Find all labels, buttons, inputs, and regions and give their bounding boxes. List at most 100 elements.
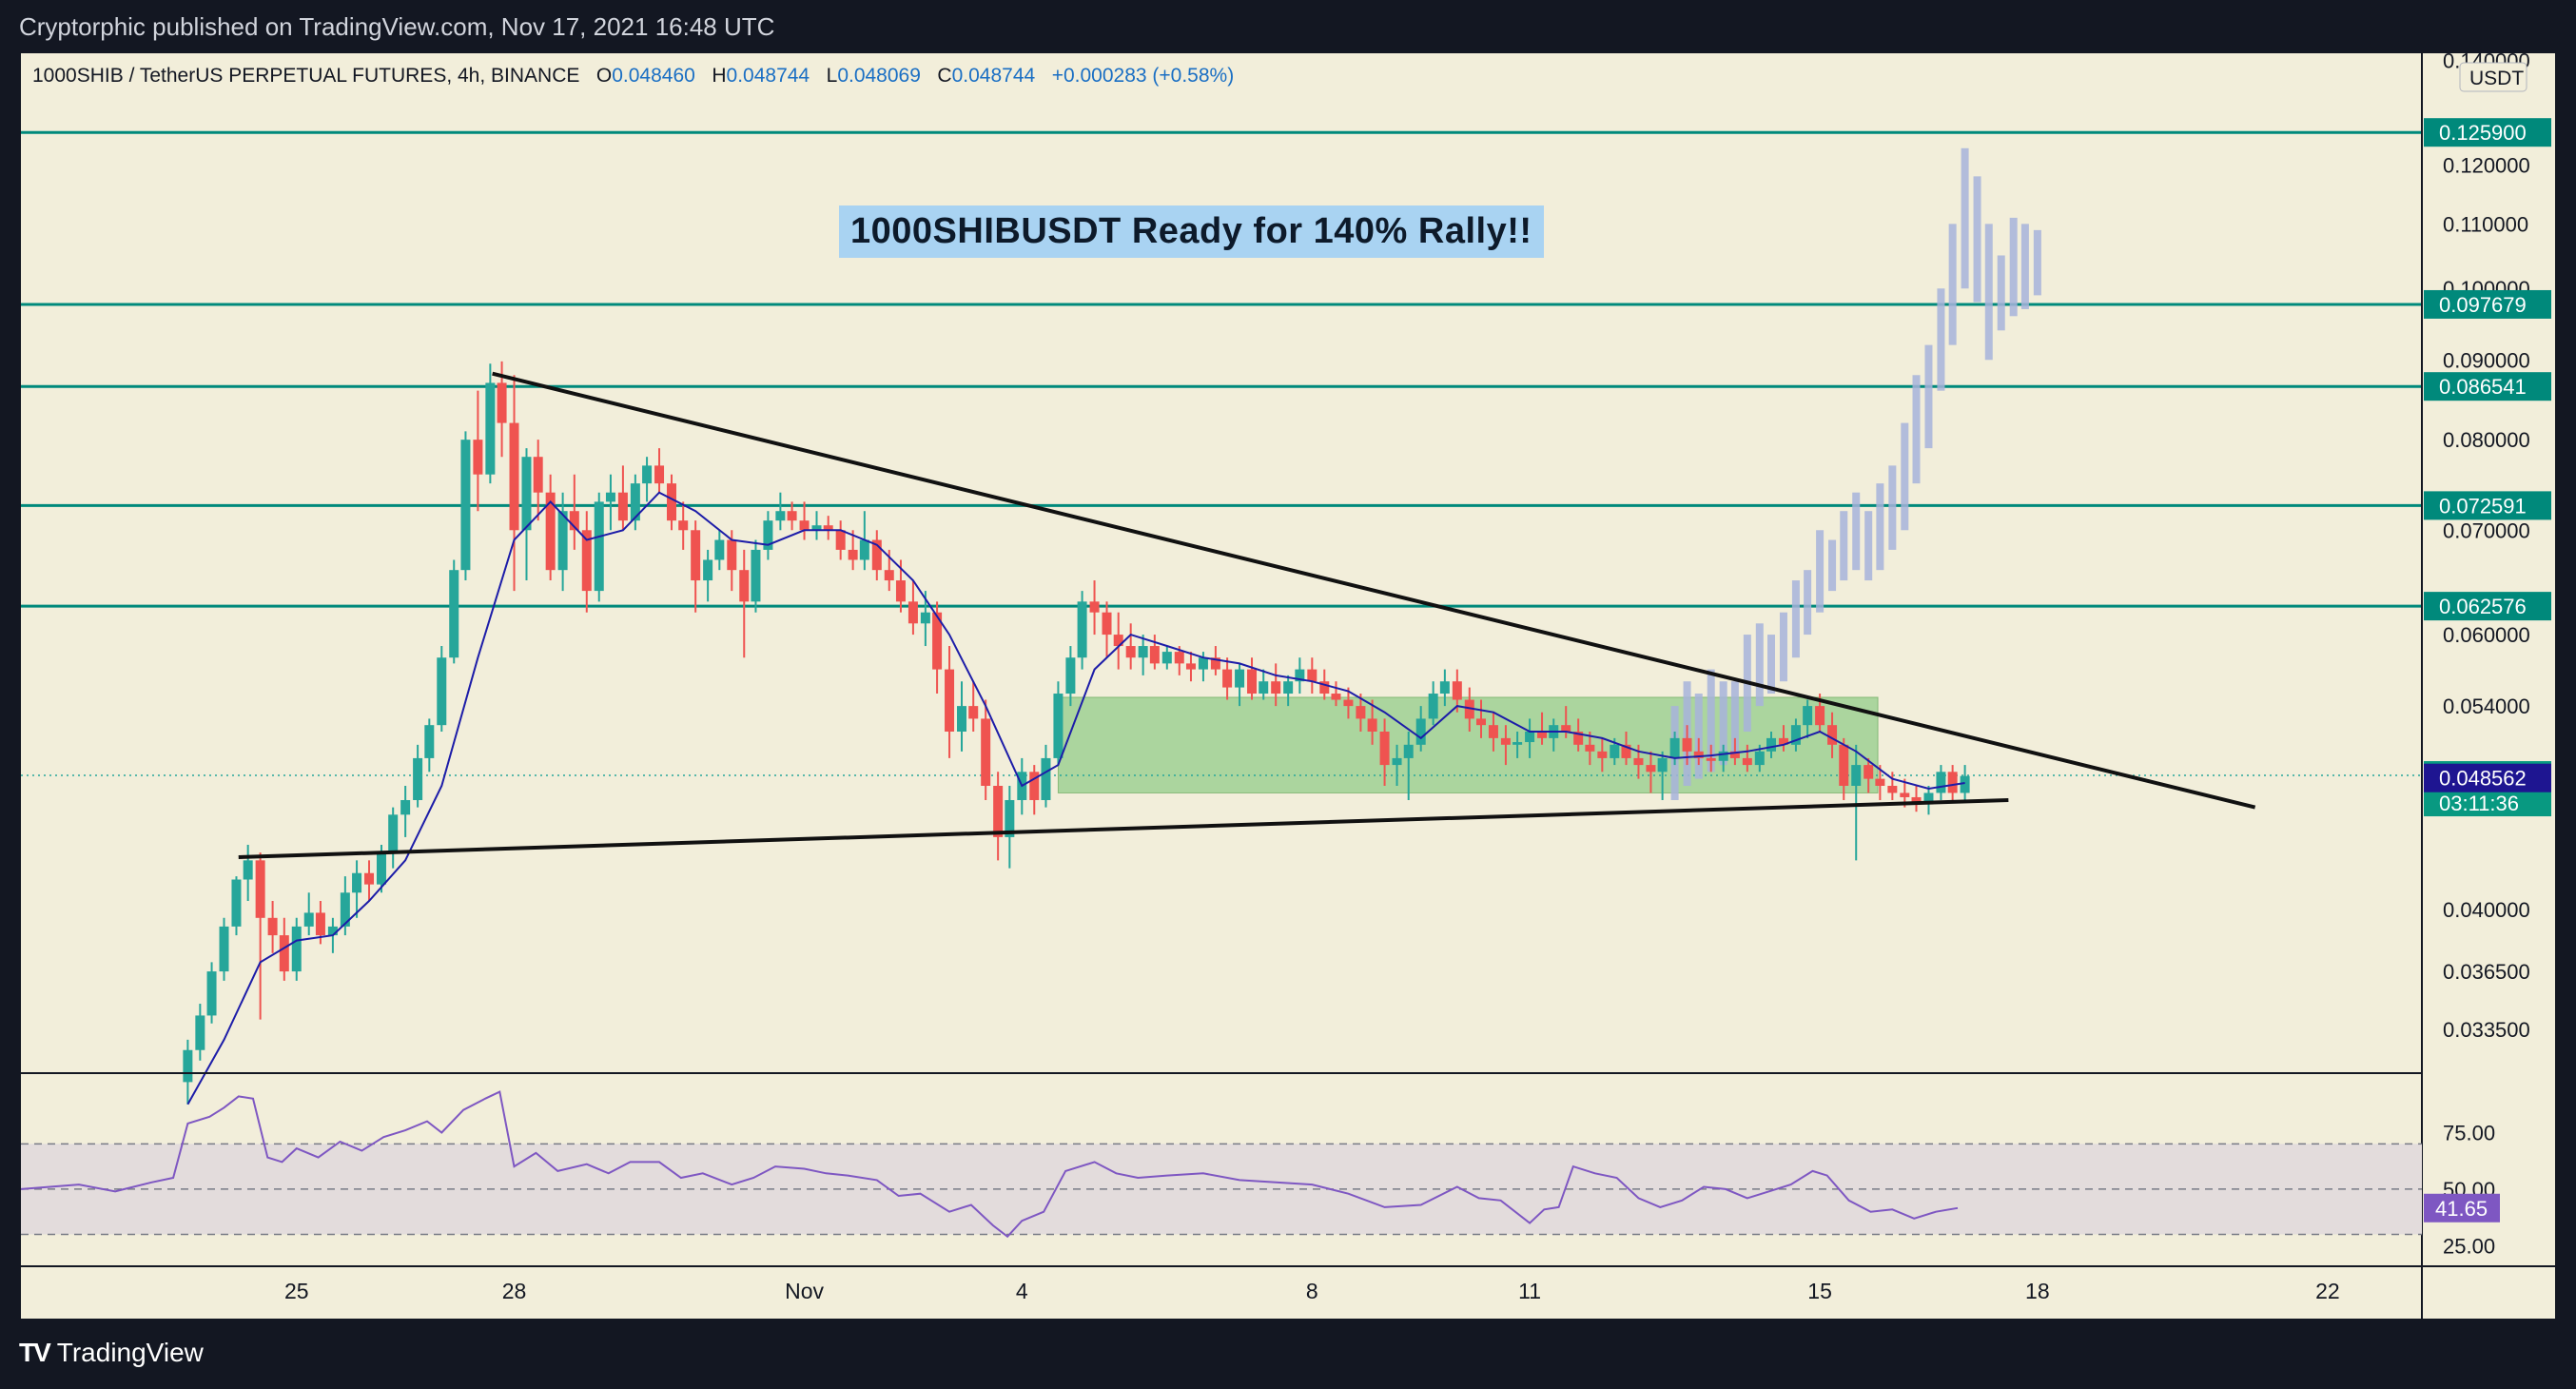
candle-body[interactable] <box>859 539 869 560</box>
candle-body[interactable] <box>183 1049 193 1083</box>
candle-body[interactable] <box>763 520 773 550</box>
trendline-upper[interactable] <box>492 371 2256 810</box>
candle-body[interactable] <box>557 511 568 571</box>
chart-svg[interactable]: 0.1400000.1200000.1100000.1000000.090000… <box>21 53 2555 1319</box>
candle-body[interactable] <box>581 530 592 592</box>
candle-body[interactable] <box>1319 681 1330 694</box>
candle-body[interactable] <box>388 814 399 853</box>
candle-body[interactable] <box>449 570 459 658</box>
candle-body[interactable] <box>617 492 628 521</box>
candle-body[interactable] <box>1089 601 1100 613</box>
candle-body[interactable] <box>1923 792 1934 804</box>
candle-body[interactable] <box>1500 737 1511 745</box>
candle-body[interactable] <box>364 872 375 885</box>
price-axis[interactable] <box>2422 53 2555 1319</box>
candle-body[interactable] <box>1766 737 1777 752</box>
candle-body[interactable] <box>1790 725 1801 745</box>
candle-body[interactable] <box>1947 772 1958 793</box>
symbol-name[interactable]: 1000SHIB / TetherUS PERPETUAL FUTURES, 4… <box>32 65 580 87</box>
candle-body[interactable] <box>1415 718 1426 745</box>
candle-body[interactable] <box>1392 757 1402 766</box>
candle-body[interactable] <box>799 520 810 531</box>
candle-body[interactable] <box>968 706 979 719</box>
candle-body[interactable] <box>1235 669 1245 688</box>
candle-body[interactable] <box>1452 681 1462 700</box>
candle-body[interactable] <box>352 872 362 893</box>
currency-badge[interactable] <box>2459 62 2527 92</box>
candle-body[interactable] <box>1778 737 1788 745</box>
candle-body[interactable] <box>1185 663 1196 670</box>
candle-body[interactable] <box>835 530 846 550</box>
candle-body[interactable] <box>1610 744 1620 758</box>
candle-body[interactable] <box>920 612 930 624</box>
candle-body[interactable] <box>1259 681 1269 694</box>
candle-body[interactable] <box>243 860 253 880</box>
candle-body[interactable] <box>1403 744 1414 758</box>
candle-body[interactable] <box>1041 757 1051 800</box>
candle-body[interactable] <box>678 520 689 531</box>
price-level-tag[interactable] <box>2424 491 2551 520</box>
candle-body[interactable] <box>1754 751 1765 766</box>
candle-body[interactable] <box>400 799 411 815</box>
candle-body[interactable] <box>1125 646 1136 658</box>
candle-body[interactable] <box>291 926 302 972</box>
candle-body[interactable] <box>1198 657 1208 670</box>
candle-body[interactable] <box>848 549 858 560</box>
candle-body[interactable] <box>907 601 918 624</box>
candle-body[interactable] <box>1900 792 1910 797</box>
candle-body[interactable] <box>1428 694 1438 719</box>
candle-body[interactable] <box>1367 718 1377 732</box>
candle-body[interactable] <box>1488 725 1498 738</box>
chart-panel[interactable]: 0.1400000.1200000.1100000.1000000.090000… <box>21 53 2555 1319</box>
candle-body[interactable] <box>884 570 894 581</box>
candle-body[interactable] <box>255 860 265 918</box>
candle-body[interactable] <box>1161 652 1172 664</box>
candle-body[interactable] <box>1693 751 1704 758</box>
candle-body[interactable] <box>1512 742 1523 745</box>
candle-body[interactable] <box>1029 772 1040 800</box>
candle-body[interactable] <box>1706 757 1716 761</box>
candle-body[interactable] <box>666 483 676 521</box>
candle-body[interactable] <box>545 492 556 571</box>
candle-body[interactable] <box>1053 694 1064 758</box>
trendline-lower[interactable] <box>238 797 2009 860</box>
candle-body[interactable] <box>739 570 750 602</box>
candle-body[interactable] <box>327 926 338 936</box>
candle-body[interactable] <box>1295 669 1305 682</box>
candle-body[interactable] <box>195 1015 205 1050</box>
candle-body[interactable] <box>460 440 471 571</box>
candle-body[interactable] <box>1271 681 1281 694</box>
candle-body[interactable] <box>1307 669 1317 682</box>
candle-body[interactable] <box>1247 669 1258 694</box>
candle-body[interactable] <box>473 440 483 475</box>
candle-body[interactable] <box>219 926 229 972</box>
candle-body[interactable] <box>714 539 725 560</box>
candle-body[interactable] <box>424 725 435 758</box>
candle-body[interactable] <box>206 971 217 1016</box>
candle-body[interactable] <box>1887 785 1898 793</box>
candle-body[interactable] <box>1475 718 1486 726</box>
candle-body[interactable] <box>485 382 496 475</box>
candle-body[interactable] <box>1065 657 1076 694</box>
candle-body[interactable] <box>1102 612 1112 636</box>
alert-price-tag[interactable] <box>2424 763 2551 792</box>
candle-body[interactable] <box>1621 744 1631 758</box>
candle-body[interactable] <box>981 718 991 786</box>
rsi-value-tag[interactable] <box>2424 1193 2500 1223</box>
candle-body[interactable] <box>1682 737 1692 752</box>
candle-body[interactable] <box>340 892 350 927</box>
candle-body[interactable] <box>1936 772 1946 793</box>
candle-body[interactable] <box>1331 694 1341 700</box>
candle-body[interactable] <box>945 669 955 732</box>
tradingview-logo[interactable]: TV TradingView <box>19 1338 204 1368</box>
candle-body[interactable] <box>1525 731 1535 743</box>
candle-body[interactable] <box>1742 757 1752 766</box>
candle-body[interactable] <box>569 511 579 531</box>
candle-body[interactable] <box>1864 765 1874 779</box>
candle-body[interactable] <box>703 559 713 581</box>
candle-body[interactable] <box>895 580 906 602</box>
candle-body[interactable] <box>1149 646 1160 664</box>
candle-body[interactable] <box>521 457 532 531</box>
candle-body[interactable] <box>1960 775 1970 793</box>
candle-body[interactable] <box>1657 757 1668 773</box>
